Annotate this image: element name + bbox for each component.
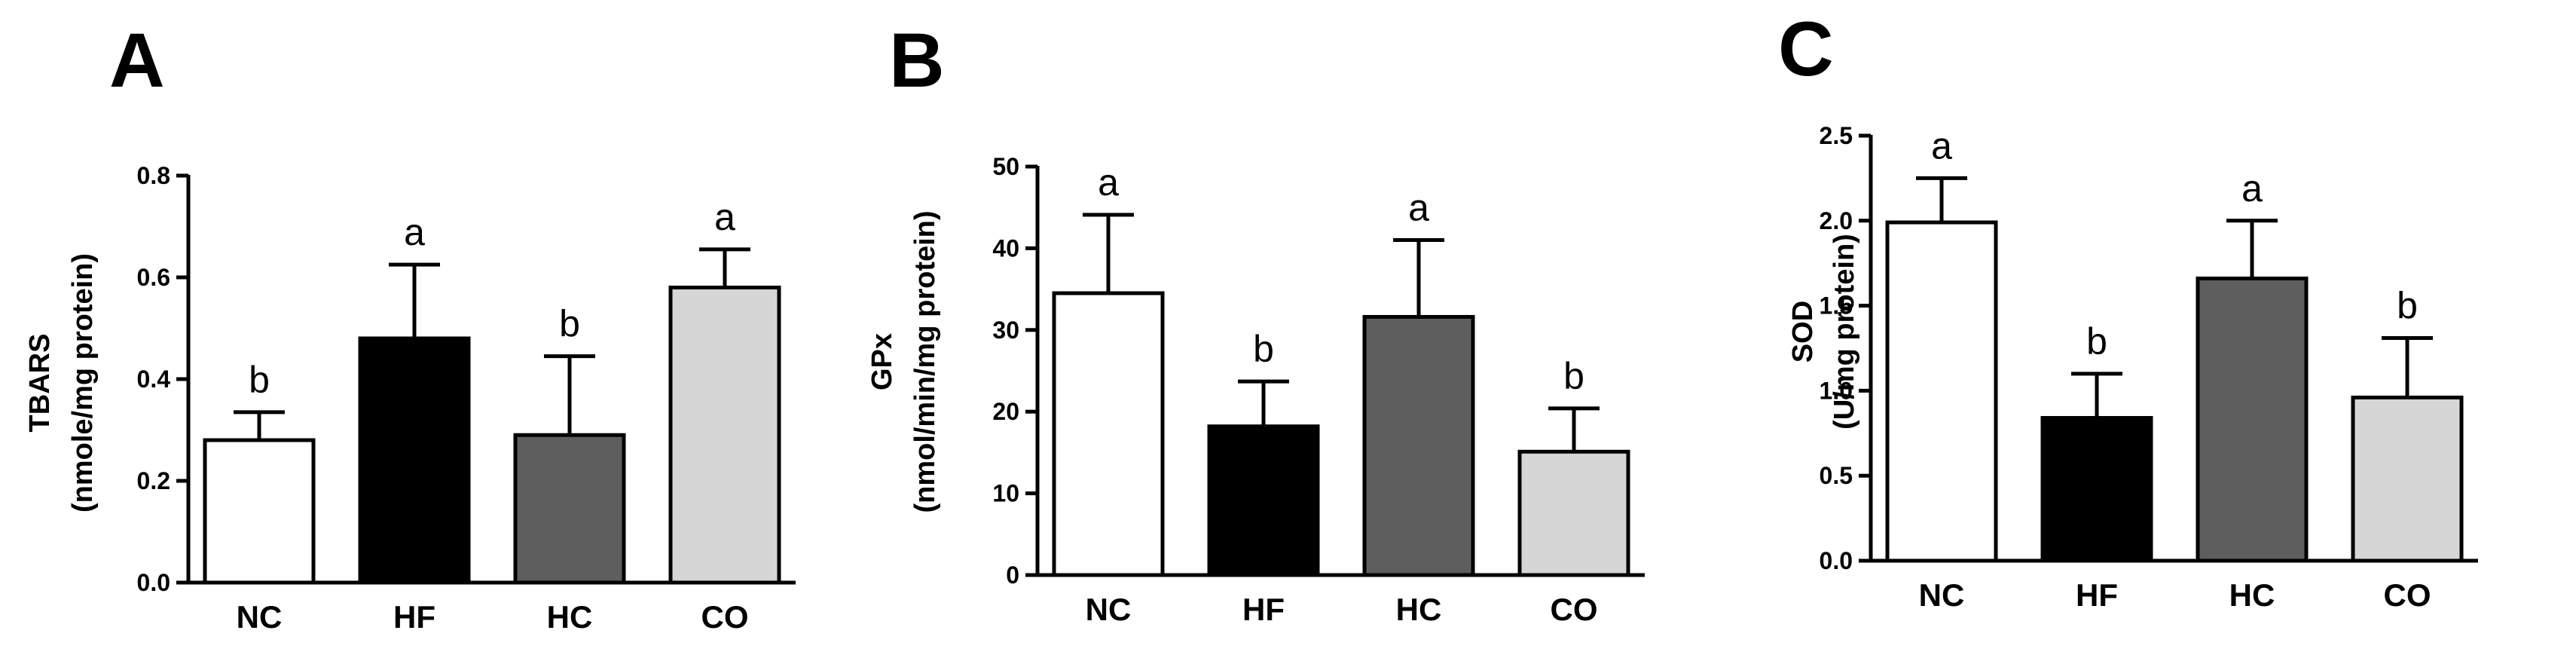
significance-label-hf: a (404, 211, 425, 253)
y-tick-label: 1.5 (1820, 292, 1853, 320)
y-tick-label: 0.0 (1820, 547, 1853, 574)
x-category-label-nc: NC (1919, 577, 1965, 613)
y-axis-label-line-2: (nmole/mg protein) (67, 253, 99, 512)
significance-label-co: b (1563, 355, 1584, 397)
panel-letter: C (1778, 6, 1834, 92)
bar-nc (1052, 291, 1165, 577)
chart-panel-a: A TBARS (nmole/mg protein) 0.0 0.2 0.4 0.6 0.8 b… (24, 17, 796, 635)
x-category-label-hf: HF (393, 599, 435, 635)
x-category-label-hc: HC (547, 599, 593, 635)
y-tick-label: 0.2 (137, 467, 170, 494)
x-category-label-hc: HC (1396, 592, 1442, 627)
y-tick-label: 30 (992, 317, 1019, 344)
significance-label-co: a (714, 196, 735, 238)
bar-co (668, 286, 781, 585)
y-tick-label: 0.8 (137, 162, 170, 189)
panel-letter: B (889, 17, 945, 103)
y-tick-label: 0.0 (137, 569, 170, 596)
bar-hc (2196, 277, 2309, 563)
bar-hf (1207, 424, 1320, 577)
significance-label-hc: b (559, 303, 580, 345)
bar-co (2351, 395, 2464, 563)
x-category-label-hf: HF (2076, 577, 2118, 613)
y-tick-label: 10 (992, 480, 1019, 507)
y-tick-label: 20 (992, 398, 1019, 425)
y-tick-label: 40 (992, 234, 1019, 262)
bar-nc (1885, 220, 1998, 563)
x-category-label-hf: HF (1242, 592, 1285, 627)
y-axis-label-line-1: GPx (866, 333, 898, 390)
x-category-label-nc: NC (1086, 592, 1132, 627)
chart-panel-c: C SOD (U/mg protein) 0.0 0.5 1.0 1.5 2.0 2.5 a NC b… (1778, 6, 2478, 613)
x-category-label-hc: HC (2229, 577, 2275, 613)
y-axis-label-line-2: (nmol/min/mg protein) (909, 210, 941, 512)
significance-label-nc: a (1098, 161, 1119, 203)
significance-label-nc: a (1931, 124, 1952, 167)
y-tick-label: 0 (1006, 561, 1019, 589)
y-tick-label: 0.6 (137, 264, 170, 291)
bar-co (1517, 449, 1630, 577)
bar-hc (513, 433, 626, 585)
significance-label-co: b (2397, 284, 2418, 326)
x-category-label-co: CO (1551, 592, 1598, 627)
y-tick-label: 2.0 (1820, 207, 1853, 234)
x-category-label-co: CO (701, 599, 749, 635)
bar-hf (358, 336, 471, 585)
significance-label-hf: b (2086, 320, 2107, 363)
x-category-label-co: CO (2384, 577, 2431, 613)
significance-label-nc: b (249, 359, 270, 401)
y-axis-label-line-1: SOD (1787, 301, 1819, 363)
y-tick-label: 0.5 (1820, 462, 1853, 489)
significance-label-hc: a (2241, 167, 2263, 210)
chart-panel-b: B GPx (nmol/min/mg protein) 0 10 20 30 40 50 a NC b… (866, 17, 1645, 627)
y-tick-label: 50 (992, 153, 1019, 180)
panel-letter: A (109, 17, 165, 103)
y-tick-label: 2.5 (1820, 122, 1853, 149)
bar-hc (1362, 314, 1475, 577)
y-tick-label: 0.4 (137, 366, 171, 393)
significance-label-hc: a (1408, 187, 1429, 229)
x-category-label-nc: NC (237, 599, 283, 635)
y-axis-label-line-2: (U/mg protein) (1829, 234, 1860, 430)
significance-label-hf: b (1253, 328, 1274, 370)
bar-nc (203, 438, 316, 585)
y-tick-label: 1.0 (1820, 377, 1853, 404)
y-axis-label-line-1: TBARS (24, 334, 56, 433)
bar-hf (2040, 415, 2153, 563)
